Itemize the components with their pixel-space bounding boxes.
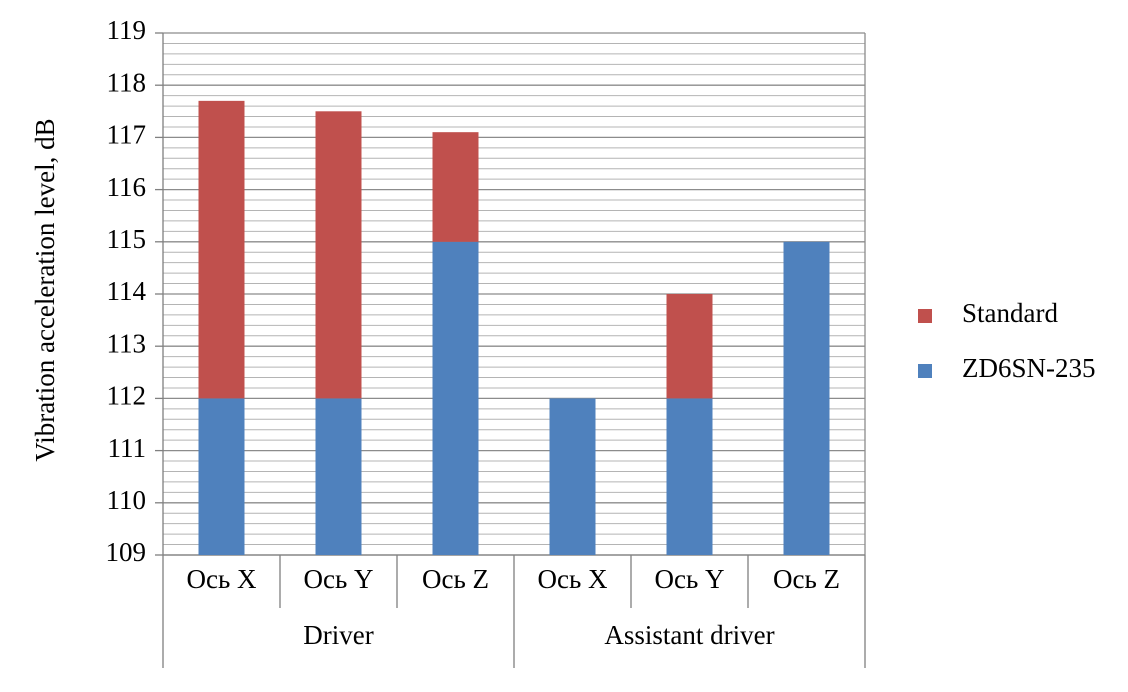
bar <box>315 398 362 555</box>
y-tick-label: 112 <box>107 381 147 411</box>
bar <box>432 241 479 556</box>
bar <box>198 100 245 399</box>
group-label: Driver <box>303 620 373 650</box>
bar <box>549 398 596 555</box>
group-label: Assistant driver <box>604 620 774 650</box>
y-tick-label: 114 <box>107 276 147 306</box>
y-tick-label: 109 <box>106 537 147 567</box>
legend-label: Standard <box>962 298 1058 328</box>
y-tick-label: 116 <box>107 172 147 202</box>
y-tick-label: 110 <box>107 485 147 515</box>
bar <box>666 398 713 555</box>
bar <box>198 398 245 555</box>
bar <box>783 241 830 556</box>
bar <box>315 111 362 399</box>
y-tick-label: 119 <box>107 15 147 45</box>
legend-swatch <box>918 364 932 378</box>
legend-swatch <box>918 309 932 323</box>
y-axis-title: Vibration acceleration level, dB <box>30 118 60 461</box>
x-tick-label: Ось X <box>186 564 257 594</box>
bar <box>432 132 479 242</box>
y-tick-label: 115 <box>107 224 147 254</box>
bar <box>666 294 713 399</box>
x-tick-label: Ось X <box>537 564 608 594</box>
y-tick-label: 111 <box>108 433 147 463</box>
legend-label: ZD6SN-235 <box>962 353 1096 383</box>
y-tick-label: 117 <box>107 120 147 150</box>
x-tick-label: Ось Z <box>422 564 489 594</box>
x-tick-label: Ось Z <box>773 564 840 594</box>
x-tick-label: Ось Y <box>654 564 724 594</box>
y-tick-label: 118 <box>107 67 147 97</box>
x-tick-label: Ось Y <box>303 564 373 594</box>
y-tick-label: 113 <box>107 328 147 358</box>
